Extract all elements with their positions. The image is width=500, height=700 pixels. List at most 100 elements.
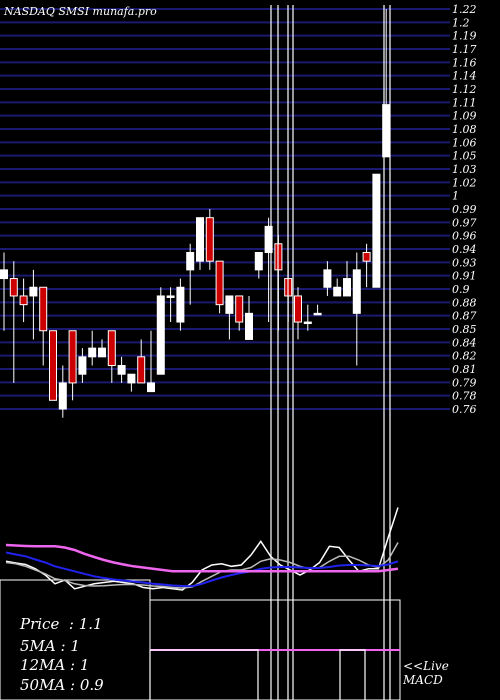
candle — [264, 217, 273, 323]
candle-body — [235, 295, 244, 323]
y-tick-label: 1.02 — [452, 176, 477, 189]
y-tick-label: 0.87 — [452, 310, 477, 323]
candle — [176, 278, 185, 331]
candle — [39, 286, 48, 366]
candle-body — [39, 286, 48, 332]
y-tick-label: 0.88 — [452, 296, 477, 309]
y-tick-label: 0.91 — [452, 270, 477, 283]
candle-body — [68, 330, 77, 384]
chart-decorations — [0, 5, 401, 700]
candle — [245, 295, 253, 340]
y-tick-label: 0.97 — [452, 216, 477, 229]
candle-body — [147, 382, 155, 393]
candle-body — [88, 347, 97, 358]
candle — [225, 295, 234, 340]
candle — [205, 209, 214, 270]
indicator-line — [5, 507, 399, 591]
y-tick-label: 1.06 — [452, 136, 477, 149]
candle — [303, 304, 312, 331]
macd-label: MACD — [403, 673, 443, 687]
ma50-info: 50MA : 0.9 — [20, 676, 104, 694]
candle-body — [225, 295, 234, 314]
candle — [78, 348, 87, 383]
candle-body — [9, 278, 18, 297]
y-tick-label: 0.79 — [452, 376, 477, 389]
candle-body — [29, 286, 38, 297]
candle — [147, 330, 155, 393]
candle-body — [186, 251, 195, 271]
candle-body — [127, 373, 136, 384]
candle-body — [0, 269, 8, 280]
price-grid — [0, 8, 450, 410]
candle-body — [352, 269, 361, 314]
candle-body — [254, 251, 263, 271]
y-tick-label: 1.05 — [452, 150, 477, 163]
y-tick-label: 0.9 — [452, 283, 470, 296]
candle-body — [19, 295, 28, 306]
y-tick-label: 0.81 — [452, 363, 477, 376]
ma12-info: 12MA : 1 — [20, 656, 90, 674]
candle-body — [137, 356, 146, 384]
y-tick-label: 1.17 — [452, 43, 477, 56]
candle — [343, 261, 351, 297]
candle — [352, 252, 361, 366]
indicator-line — [5, 551, 399, 588]
candle-body — [107, 330, 116, 367]
live-label: <<Live — [403, 659, 449, 673]
y-tick-label: 0.76 — [452, 403, 477, 416]
y-tick-label: 1 — [452, 190, 459, 203]
candle — [127, 373, 136, 392]
candle-body — [333, 286, 342, 297]
y-tick-label: 1.08 — [452, 123, 477, 136]
y-tick-label: 1.09 — [452, 110, 477, 123]
candle — [235, 295, 244, 331]
candle — [98, 339, 106, 358]
y-tick-label: 0.94 — [452, 243, 477, 256]
candle-body — [78, 356, 87, 375]
candle — [333, 278, 342, 297]
candle — [186, 243, 195, 305]
candle — [9, 261, 18, 383]
candle-body — [166, 295, 175, 298]
y-tick-label: 0.99 — [452, 203, 477, 216]
candle — [107, 330, 116, 383]
candle — [19, 278, 28, 323]
chart-title: NASDAQ SMSI munafa.pro — [3, 5, 157, 18]
candle-body — [98, 347, 106, 358]
candle — [0, 252, 8, 331]
y-tick-label: 0.82 — [452, 350, 477, 363]
candle-body — [323, 269, 332, 288]
candle — [294, 287, 302, 340]
candle-body — [176, 286, 185, 323]
candle-body — [343, 278, 351, 297]
candle — [49, 330, 57, 401]
candle — [29, 269, 38, 340]
candle-body — [49, 330, 57, 401]
candle — [362, 243, 371, 288]
candle-body — [313, 312, 322, 316]
candle — [313, 304, 322, 316]
y-tick-label: 1.19 — [452, 30, 477, 43]
y-tick-label: 0.96 — [452, 230, 477, 243]
y-tick-label: 0.85 — [452, 323, 477, 336]
indicator-line — [5, 542, 399, 589]
y-tick-label: 0.84 — [452, 336, 477, 349]
candle-body — [362, 251, 371, 262]
live-macd-link[interactable]: <<Live MACD — [403, 659, 449, 687]
candle-body — [117, 365, 126, 375]
y-tick-label: 1.2 — [452, 16, 470, 29]
y-tick-label: 1.14 — [452, 70, 477, 83]
candle-body — [245, 312, 253, 340]
candle — [196, 217, 204, 270]
y-tick-label: 1.22 — [452, 3, 477, 16]
candle — [137, 339, 146, 384]
candle-body — [58, 382, 67, 410]
indicator-line — [5, 543, 399, 573]
candle-body — [294, 295, 302, 323]
candle — [117, 356, 126, 383]
candle — [372, 173, 381, 288]
candle-body — [264, 225, 273, 253]
candle — [254, 251, 263, 279]
y-tick-label: 1.16 — [452, 56, 477, 69]
